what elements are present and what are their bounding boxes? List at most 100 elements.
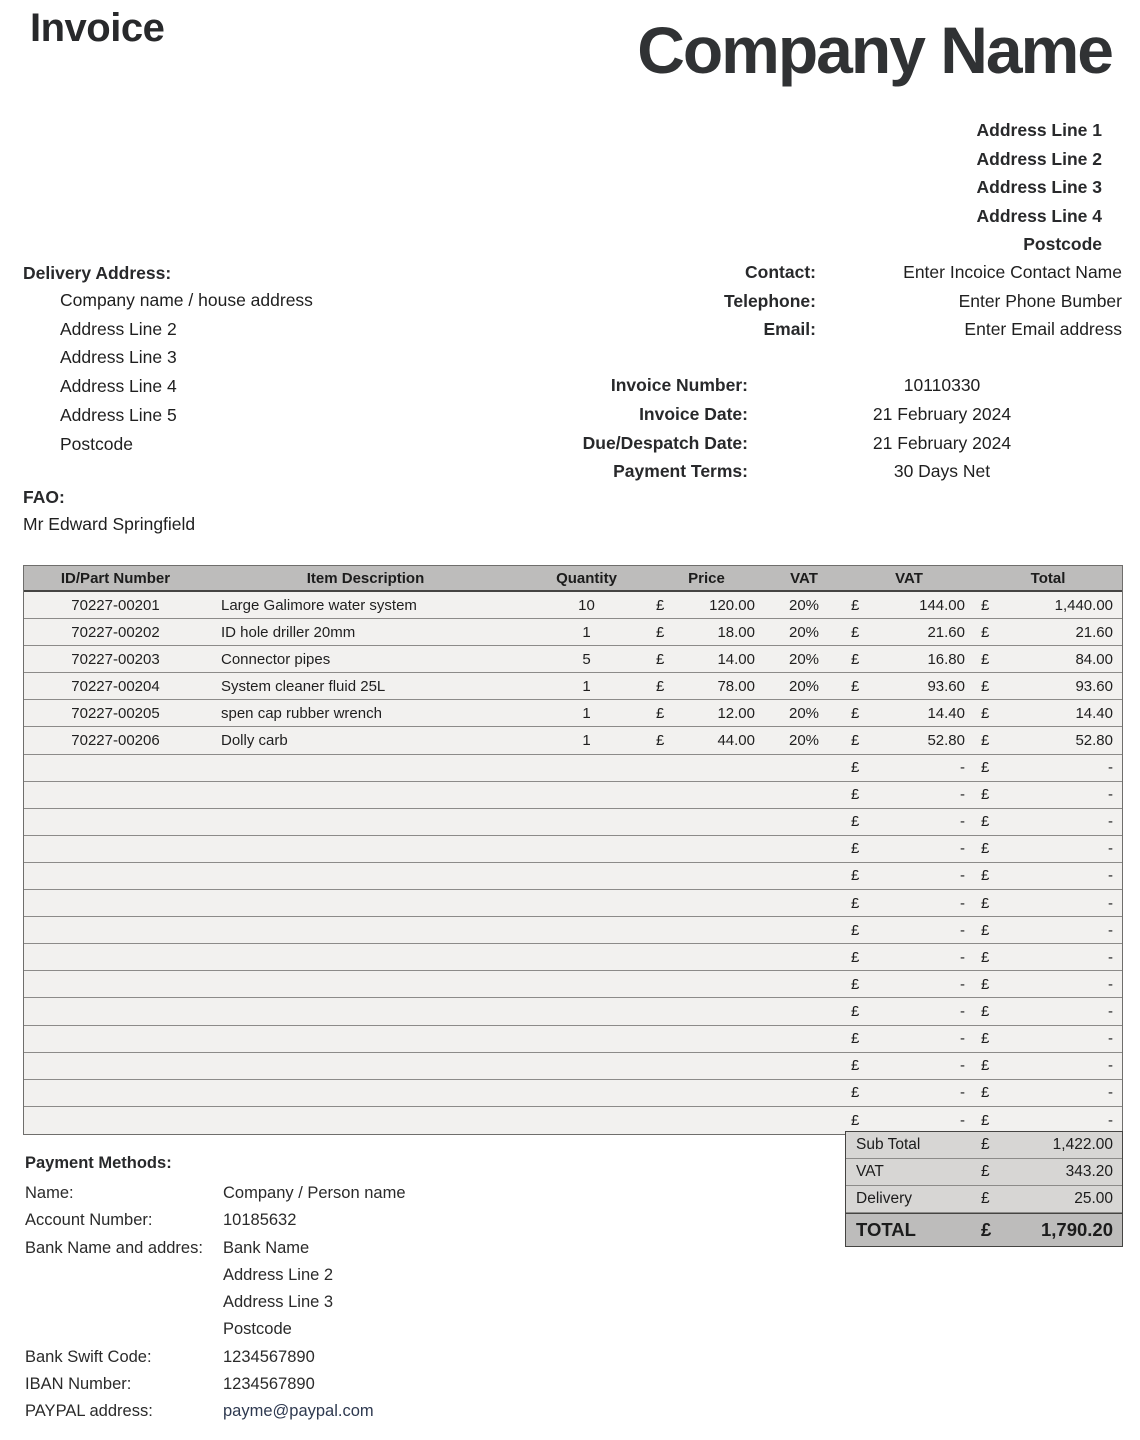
- vat-amount-cell: -: [960, 867, 965, 885]
- totals-value: 1,422.00: [1052, 1136, 1113, 1153]
- currency-symbol: £: [981, 677, 990, 695]
- currency-symbol: £: [981, 1219, 992, 1240]
- payment-value: Company / Person name: [223, 1184, 406, 1202]
- delivery-address-line: Address Line 4: [60, 376, 177, 397]
- payment-row: Address Line 2: [25, 1262, 495, 1289]
- table-row: 70227-00206 Dolly carb 1 £44.00 20% £52.80 £52…: [24, 727, 1122, 755]
- totals-row: VAT £343.20: [846, 1159, 1122, 1186]
- vat-amount-cell: -: [960, 759, 965, 777]
- vat-amount-cell: -: [960, 1111, 965, 1129]
- description-cell: Large Galimore water system: [221, 596, 417, 614]
- payment-rows: Name: Company / Person name Account Number…: [25, 1180, 495, 1426]
- table-row: £ - £ -: [24, 781, 1122, 809]
- currency-symbol: £: [981, 650, 990, 668]
- total-cell: -: [1108, 975, 1113, 993]
- totals-label: Sub Total: [856, 1136, 921, 1153]
- currency-symbol: £: [656, 677, 665, 695]
- header-id-part-number: ID/Part Number: [60, 569, 171, 587]
- company-address-block: Address Line 1 Address Line 2 Address Line…: [977, 116, 1102, 259]
- table-row: £ - £ -: [24, 835, 1122, 863]
- vat-rate-cell: 20%: [788, 704, 820, 722]
- quantity-cell: 5: [582, 650, 591, 668]
- table-row: £ - £ -: [24, 1025, 1122, 1053]
- total-cell: -: [1108, 867, 1113, 885]
- paypal-address-value: payme@paypal.com: [223, 1402, 374, 1421]
- fao-label: FAO:: [23, 487, 65, 507]
- currency-symbol: £: [981, 975, 990, 993]
- invoice-meta-value: 21 February 2024: [872, 403, 1012, 424]
- table-row: £ - £ -: [24, 862, 1122, 891]
- currency-symbol: £: [851, 759, 860, 777]
- vat-amount-cell: -: [960, 840, 965, 858]
- grand-total-row: TOTAL £ 1,790.20: [846, 1213, 1122, 1246]
- currency-symbol: £: [851, 732, 860, 750]
- company-name: Company Name: [637, 13, 1114, 87]
- invoice-meta-value: 10110330: [903, 375, 981, 395]
- currency-symbol: £: [981, 1136, 990, 1153]
- company-address-line: Address Line 1: [976, 120, 1102, 140]
- page-title: Invoice: [30, 6, 165, 50]
- invoice-meta-label: Invoice Number:: [610, 375, 748, 395]
- table-row: £ - £ -: [24, 1052, 1122, 1080]
- currency-symbol: £: [851, 1084, 860, 1102]
- currency-symbol: £: [851, 975, 860, 993]
- invoice-meta-value: 21 February 2024: [872, 432, 1012, 453]
- currency-symbol: £: [851, 813, 860, 831]
- vat-amount-cell: -: [960, 948, 965, 966]
- currency-symbol: £: [981, 596, 990, 614]
- payment-row: IBAN Number: 1234567890: [25, 1371, 495, 1398]
- price-cell: 120.00: [709, 596, 755, 614]
- totals-row: Delivery £25.00: [846, 1186, 1122, 1213]
- currency-symbol: £: [656, 732, 665, 750]
- vat-rate-cell: 20%: [788, 677, 820, 695]
- vat-amount-cell: 93.60: [927, 677, 965, 695]
- description-cell: Connector pipes: [221, 650, 331, 668]
- table-row: £ - £ -: [24, 1106, 1122, 1134]
- currency-symbol: £: [851, 786, 860, 804]
- currency-symbol: £: [981, 1111, 990, 1129]
- contact-label: Telephone:: [723, 290, 816, 311]
- invoice-meta-row: Due/Despatch Date: 21 February 2024: [540, 429, 1122, 458]
- currency-symbol: £: [981, 623, 990, 641]
- total-cell: 21.60: [1075, 623, 1113, 641]
- total-cell: -: [1108, 921, 1113, 939]
- totals-label: Delivery: [856, 1190, 912, 1207]
- part-number-cell: 70227-00204: [71, 677, 160, 695]
- currency-symbol: £: [981, 732, 990, 750]
- quantity-cell: 1: [582, 677, 591, 695]
- invoice-meta-block: Invoice Number: 10110330 Invoice Date: 21 F…: [540, 371, 1122, 486]
- payment-label: Bank Swift Code:: [25, 1347, 152, 1366]
- company-address-line: Address Line 4: [976, 205, 1102, 226]
- total-cell: -: [1108, 894, 1113, 912]
- currency-symbol: £: [851, 704, 860, 722]
- delivery-address-lines: Company name / house address Address Line…: [60, 286, 313, 458]
- part-number-cell: 70227-00206: [71, 732, 160, 750]
- total-cell: -: [1108, 786, 1113, 804]
- currency-symbol: £: [981, 786, 990, 804]
- payment-row: Name: Company / Person name: [25, 1180, 495, 1207]
- invoice-meta-label: Due/Despatch Date:: [582, 432, 748, 453]
- table-row: 70227-00202 ID hole driller 20mm 1 £18.00 20…: [24, 619, 1122, 647]
- contact-label: Contact:: [745, 262, 816, 282]
- part-number-cell: 70227-00201: [71, 596, 160, 614]
- payment-label: [25, 1289, 223, 1316]
- contact-value: Enter Incoice Contact Name: [903, 262, 1122, 282]
- header-total: Total: [1030, 569, 1066, 587]
- total-cell: -: [1108, 1084, 1113, 1102]
- vat-amount-cell: -: [960, 921, 965, 939]
- currency-symbol: £: [851, 840, 860, 858]
- currency-symbol: £: [981, 704, 990, 722]
- table-row: 70227-00204 System cleaner fluid 25L 1 £78.…: [24, 673, 1122, 701]
- header-vat-rate: VAT: [790, 569, 818, 587]
- table-row: £ - £ -: [24, 808, 1122, 836]
- totals-rows: Sub Total £1,422.00 VAT £343.20 Delivery £25.…: [846, 1132, 1122, 1213]
- payment-label: [25, 1262, 223, 1289]
- description-cell: spen cap rubber wrench: [221, 704, 382, 722]
- vat-amount-cell: 21.60: [927, 623, 965, 641]
- currency-symbol: £: [981, 1002, 990, 1020]
- currency-symbol: £: [851, 948, 860, 966]
- payment-label: IBAN Number:: [25, 1375, 132, 1394]
- payment-label: [25, 1316, 223, 1343]
- header-price: Price: [688, 569, 725, 587]
- total-cell: -: [1108, 1030, 1113, 1048]
